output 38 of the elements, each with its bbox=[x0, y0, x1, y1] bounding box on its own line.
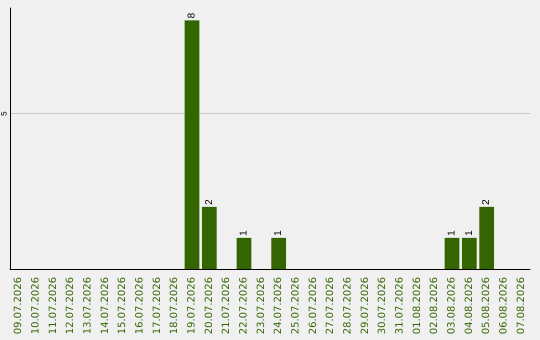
x-tick-label: 26.07.2026 bbox=[308, 277, 319, 334]
x-tick-label: 16.07.2026 bbox=[134, 277, 146, 334]
x-tick-label: 21.07.2026 bbox=[221, 277, 232, 334]
x-tick-label: 02.08.2026 bbox=[429, 277, 440, 334]
x-tick-label: 28.07.2026 bbox=[342, 277, 354, 334]
x-tick-label: 20.07.2026 bbox=[204, 277, 215, 334]
x-tick-label: 18.07.2026 bbox=[169, 277, 180, 334]
data-label: 1 bbox=[273, 230, 284, 236]
x-tick-label: 27.07.2026 bbox=[325, 277, 336, 334]
x-tick-label: 11.07.2026 bbox=[48, 277, 59, 334]
data-label: 1 bbox=[464, 230, 475, 236]
x-tick-label: 24.07.2026 bbox=[273, 277, 284, 334]
x-tick-label: 01.08.2026 bbox=[412, 277, 423, 334]
x-tick-label: 06.08.2026 bbox=[498, 277, 510, 334]
data-label: 1 bbox=[446, 230, 458, 236]
data-label: 1 bbox=[238, 230, 250, 236]
x-tick-label: 29.07.2026 bbox=[360, 277, 371, 334]
data-label: 8 bbox=[186, 12, 198, 18]
data-label: 2 bbox=[481, 198, 492, 205]
y-tick-label: 5 bbox=[0, 110, 8, 116]
x-tick-label: 22.07.2026 bbox=[238, 277, 250, 334]
x-tick-label: 31.07.2026 bbox=[394, 277, 406, 334]
x-tick-label: 30.07.2026 bbox=[377, 277, 388, 334]
x-tick-label: 19.07.2026 bbox=[186, 277, 198, 334]
x-tick-label: 05.08.2026 bbox=[481, 277, 492, 334]
x-tick-label: 15.07.2026 bbox=[117, 277, 128, 334]
x-tick-label: 14.07.2026 bbox=[100, 277, 111, 334]
x-tick-label: 07.08.2026 bbox=[516, 277, 527, 334]
x-tick-label: 25.07.2026 bbox=[290, 277, 302, 334]
x-tick-label: 13.07.2026 bbox=[82, 277, 94, 334]
data-label: 2 bbox=[204, 198, 215, 205]
x-tick-label: 09.07.2026 bbox=[13, 277, 24, 334]
x-tick-label: 23.07.2026 bbox=[256, 277, 267, 334]
x-tick-label: 10.07.2026 bbox=[30, 277, 42, 334]
x-tick-label: 04.08.2026 bbox=[464, 277, 475, 334]
x-tick-label: 12.07.2026 bbox=[65, 277, 76, 334]
x-tick-label: 03.08.2026 bbox=[446, 277, 458, 334]
x-tick-label: 17.07.2026 bbox=[152, 277, 163, 334]
